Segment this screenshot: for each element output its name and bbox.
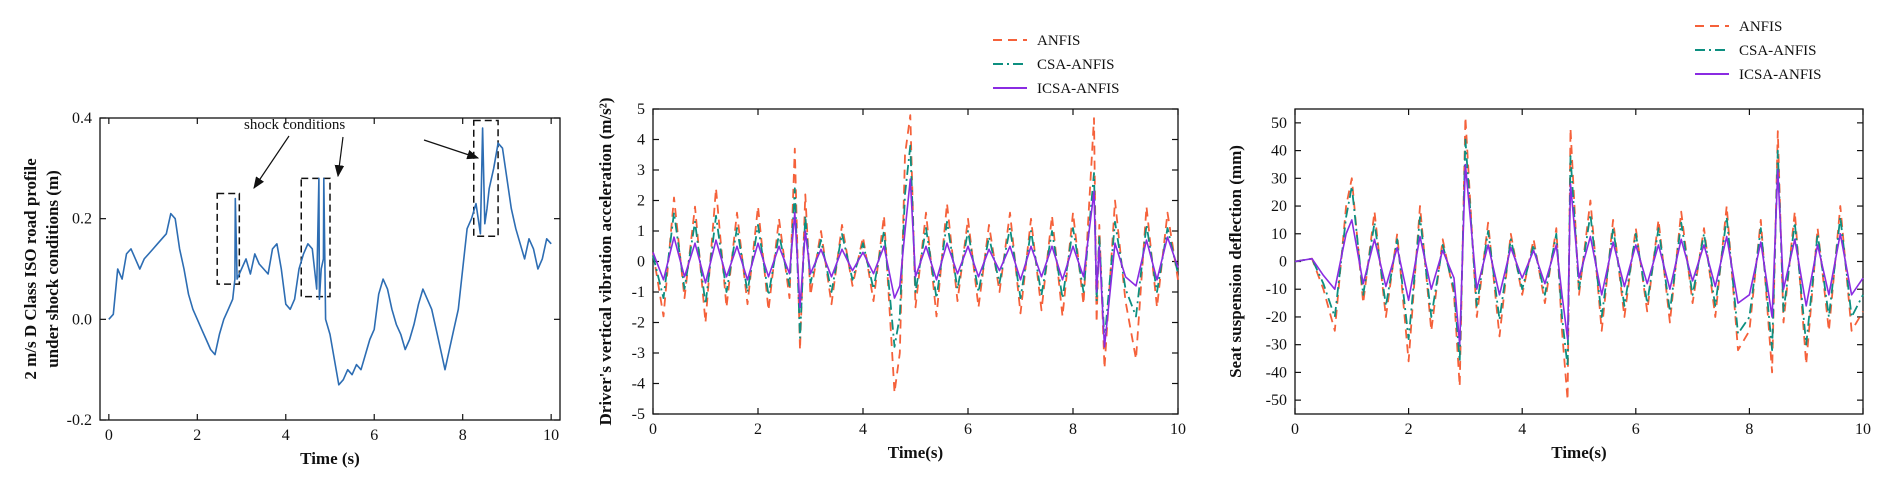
annotation-arrow: [423, 139, 480, 160]
y-axis-label-line-2: under shock conditions (m): [43, 170, 62, 368]
x-tick-label: 0: [1291, 421, 1299, 438]
y-tick-label: 0: [637, 254, 645, 271]
y-tick-label: 50: [1271, 115, 1287, 132]
x-tick-label: 6: [1632, 421, 1640, 438]
series-group: [652, 114, 1179, 394]
legend-label-csa-anfis: CSA-ANFIS: [1037, 57, 1115, 73]
y-tick-label: -2: [632, 315, 645, 332]
x-axis-label: Time(s): [1551, 443, 1606, 462]
x-tick-label: 8: [1745, 421, 1753, 438]
series-line-icsa-anfis: [652, 178, 1179, 348]
annotation-arrow: [334, 136, 345, 178]
y-tick-label: -5: [632, 406, 645, 423]
y-tick-label: -20: [1266, 309, 1287, 326]
y-tick-label: 5: [637, 101, 645, 118]
series-group: [1294, 116, 1864, 401]
legend-label-csa-anfis: CSA-ANFIS: [1739, 43, 1817, 59]
y-tick-label: -30: [1266, 337, 1287, 354]
shock-box: [300, 177, 331, 298]
y-tick-label: 3: [637, 162, 645, 179]
x-tick-label: 0: [105, 427, 113, 444]
y-axis-label: Driver's vertical vibration acceleration…: [596, 98, 615, 426]
x-tick-label: 2: [193, 427, 201, 444]
y-tick-label: 0.4: [72, 110, 92, 127]
y-tick-label: 1: [637, 223, 645, 240]
annotation-arrow: [253, 135, 290, 189]
legend: ANFIS CSA-ANFIS ICSA-ANFIS: [1695, 19, 1822, 83]
legend-label-icsa-anfis: ICSA-ANFIS: [1037, 81, 1120, 97]
x-tick-label: 8: [1069, 421, 1077, 438]
x-tick-label: 2: [754, 421, 762, 438]
series-line-icsa-anfis: [1294, 163, 1864, 346]
y-tick-label: 40: [1271, 143, 1287, 160]
y-tick-label: -50: [1266, 392, 1287, 409]
series-line-csa-anfis: [652, 144, 1179, 348]
x-tick-label: 2: [1405, 421, 1413, 438]
x-tick-label: 8: [459, 427, 467, 444]
shock-box: [473, 119, 499, 238]
x-tick-label: 6: [964, 421, 972, 438]
y-tick-label: 20: [1271, 198, 1287, 215]
chart-panel-deflection: 0 2 4 6 8 10 -50 -40 -30 -20 -10 0 10 20 30 40 50 ANFIS C…: [1226, 19, 1871, 462]
y-axis-label-line-1: 2 m/s D Class ISO road profile: [21, 158, 40, 380]
axis-ticks: 0 2 4 6 8 10 -5 -4 -3 -2 -1 0 1 2 3 4 5: [632, 101, 1186, 438]
x-tick-label: 10: [1170, 421, 1186, 438]
y-tick-label: 30: [1271, 170, 1287, 187]
x-tick-label: 0: [649, 421, 657, 438]
chart-panel-road-profile: 0 2 4 6 8 10 -0.2 0.0 0.2 0.4 shock conditions Ti…: [21, 110, 561, 468]
shock-conditions-annotation: shock conditions: [244, 117, 345, 133]
series-line-anfis: [1294, 116, 1864, 401]
annotation-arrows: [253, 135, 480, 189]
legend-label-anfis: ANFIS: [1037, 33, 1080, 49]
axis-ticks: 0 2 4 6 8 10 -50 -40 -30 -20 -10 0 10 20 30 40 50: [1266, 109, 1871, 438]
y-tick-label: -0.2: [67, 412, 92, 429]
x-tick-label: 6: [370, 427, 378, 444]
plot-frame: [99, 117, 561, 421]
y-tick-label: 0: [1279, 254, 1287, 271]
x-axis-label: Time(s): [888, 443, 943, 462]
y-tick-label: 2: [637, 193, 645, 210]
axis-ticks: 0 2 4 6 8 10 -0.2 0.0 0.2 0.4: [67, 110, 560, 444]
series-line-csa-anfis: [1294, 138, 1864, 368]
y-axis-label: Seat suspension deflection (mm): [1226, 145, 1245, 378]
shock-boxes: [216, 119, 499, 298]
x-axis-label: Time (s): [300, 449, 360, 468]
y-tick-label: -1: [632, 284, 645, 301]
x-tick-label: 4: [282, 427, 290, 444]
shock-box: [216, 192, 241, 285]
y-tick-label: 10: [1271, 226, 1287, 243]
legend: ANFIS CSA-ANFIS ICSA-ANFIS: [993, 33, 1120, 97]
x-tick-label: 10: [543, 427, 559, 444]
y-tick-label: -40: [1266, 364, 1287, 381]
series-group: [108, 127, 552, 386]
x-tick-label: 10: [1855, 421, 1871, 438]
legend-label-icsa-anfis: ICSA-ANFIS: [1739, 67, 1822, 83]
x-tick-label: 4: [859, 421, 867, 438]
x-tick-label: 4: [1518, 421, 1526, 438]
y-tick-label: 4: [637, 132, 645, 149]
y-tick-label: -10: [1266, 281, 1287, 298]
legend-label-anfis: ANFIS: [1739, 19, 1782, 35]
series-line-road-profile: [108, 127, 552, 386]
y-tick-label: 0.2: [72, 211, 92, 228]
y-tick-label: -4: [632, 376, 645, 393]
chart-panel-acceleration: 0 2 4 6 8 10 -5 -4 -3 -2 -1 0 1 2 3 4 5 ANFIS CSA-ANFIS IC…: [596, 33, 1186, 462]
y-tick-label: -3: [632, 345, 645, 362]
y-tick-label: 0.0: [72, 311, 92, 328]
